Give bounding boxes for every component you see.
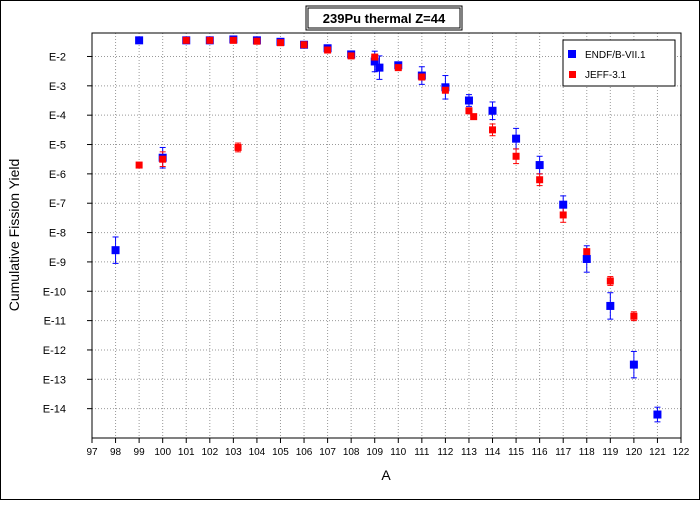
data-point-endf xyxy=(653,410,662,419)
x-tick-label: 103 xyxy=(225,447,242,458)
data-point-jeff xyxy=(371,53,379,61)
data-point-jeff xyxy=(234,143,242,151)
y-tick-label: E-3 xyxy=(49,81,66,93)
y-tick-label: E-4 xyxy=(49,110,66,122)
plot-frame xyxy=(91,32,682,439)
x-tick-label: 101 xyxy=(178,447,195,458)
x-tick-label: 117 xyxy=(555,447,571,458)
data-point-endf xyxy=(582,254,591,263)
x-tick-label: 120 xyxy=(626,447,643,458)
data-point-endf xyxy=(488,106,497,115)
data-point-jeff xyxy=(394,64,402,72)
y-tick-label: E-2 xyxy=(49,51,66,63)
data-point-jeff xyxy=(182,36,190,44)
x-tick-label: 114 xyxy=(485,447,501,458)
data-point-jeff xyxy=(300,41,308,49)
x-tick-label: 118 xyxy=(579,447,595,458)
data-point-jeff xyxy=(324,46,332,54)
x-tick-label: 98 xyxy=(110,447,122,458)
data-point-jeff xyxy=(470,113,478,121)
data-point-jeff xyxy=(229,36,237,44)
x-tick-label: 113 xyxy=(461,447,477,458)
y-tick-label: E-6 xyxy=(49,169,66,181)
y-tick-label: E-9 xyxy=(49,257,66,269)
y-tick-label: E-8 xyxy=(49,228,66,240)
x-tick-label: 112 xyxy=(437,447,453,458)
data-point-jeff xyxy=(536,176,544,184)
data-point-jeff xyxy=(559,211,567,219)
y-axis-label: Cumulative Fission Yield xyxy=(6,159,22,312)
legend-marker-jeff xyxy=(569,71,576,78)
x-tick-label: 107 xyxy=(319,447,336,458)
data-point-endf xyxy=(512,134,521,143)
x-axis-label: A xyxy=(381,467,391,483)
legend-box xyxy=(562,39,676,87)
x-tick-label: 97 xyxy=(86,447,98,458)
x-tick-label: 119 xyxy=(602,447,618,458)
x-tick-label: 109 xyxy=(366,447,383,458)
y-tick-label: E-10 xyxy=(43,286,66,298)
x-tick-label: 104 xyxy=(249,447,266,458)
data-point-endf xyxy=(464,96,473,105)
data-point-jeff xyxy=(347,52,355,60)
data-point-jeff xyxy=(465,107,473,115)
data-point-endf xyxy=(111,246,120,255)
data-point-endf xyxy=(535,161,544,170)
x-tick-label: 105 xyxy=(272,447,289,458)
data-point-jeff xyxy=(253,37,261,45)
data-point-jeff xyxy=(489,126,497,134)
data-point-jeff xyxy=(159,155,167,163)
chart-title: 239Pu thermal Z=44 xyxy=(323,11,446,26)
y-tick-label: E-14 xyxy=(43,404,66,416)
y-tick-label: E-7 xyxy=(49,198,66,210)
data-point-endf xyxy=(606,301,615,310)
y-tick-label: E-11 xyxy=(44,316,66,328)
x-tick-label: 115 xyxy=(508,447,524,458)
x-tick-label: 122 xyxy=(673,447,690,458)
data-point-endf xyxy=(370,57,379,66)
x-tick-label: 116 xyxy=(532,447,548,458)
legend-label-jeff: JEFF-3.1 xyxy=(585,70,627,81)
data-point-endf xyxy=(135,36,144,45)
data-point-jeff xyxy=(583,248,591,256)
point-layer xyxy=(111,35,662,419)
data-point-jeff xyxy=(206,36,214,44)
x-tick-label: 106 xyxy=(296,447,313,458)
x-tick-label: 110 xyxy=(390,447,406,458)
x-tick-label: 111 xyxy=(414,447,430,458)
y-tick-label: E-12 xyxy=(43,345,66,357)
tick-layer: 97 98 99 100 101 102 103 104 105 106 107 108 109 110 1… xyxy=(43,51,690,458)
x-tick-label: 108 xyxy=(343,447,360,458)
y-tick-label: E-13 xyxy=(43,374,66,386)
data-point-endf xyxy=(629,360,638,369)
grid-layer xyxy=(91,33,682,438)
title-box-inner xyxy=(307,7,461,29)
legend: ENDF/B-VII.1 JEFF-3.1 xyxy=(562,39,676,87)
data-point-jeff xyxy=(441,86,449,94)
data-point-endf xyxy=(375,63,384,72)
legend-marker-endf xyxy=(568,50,576,58)
data-point-jeff xyxy=(606,277,614,285)
data-point-endf xyxy=(559,200,568,209)
y-tick-label: E-5 xyxy=(49,140,66,152)
data-point-jeff xyxy=(135,161,143,169)
x-tick-label: 102 xyxy=(201,447,218,458)
data-point-jeff xyxy=(630,312,638,320)
data-point-jeff xyxy=(276,39,284,47)
x-tick-label: 100 xyxy=(154,447,171,458)
legend-label-endf: ENDF/B-VII.1 xyxy=(585,50,646,61)
data-point-jeff xyxy=(512,152,520,160)
data-point-jeff xyxy=(418,73,426,81)
x-tick-label: 99 xyxy=(134,447,146,458)
x-tick-label: 121 xyxy=(649,447,666,458)
